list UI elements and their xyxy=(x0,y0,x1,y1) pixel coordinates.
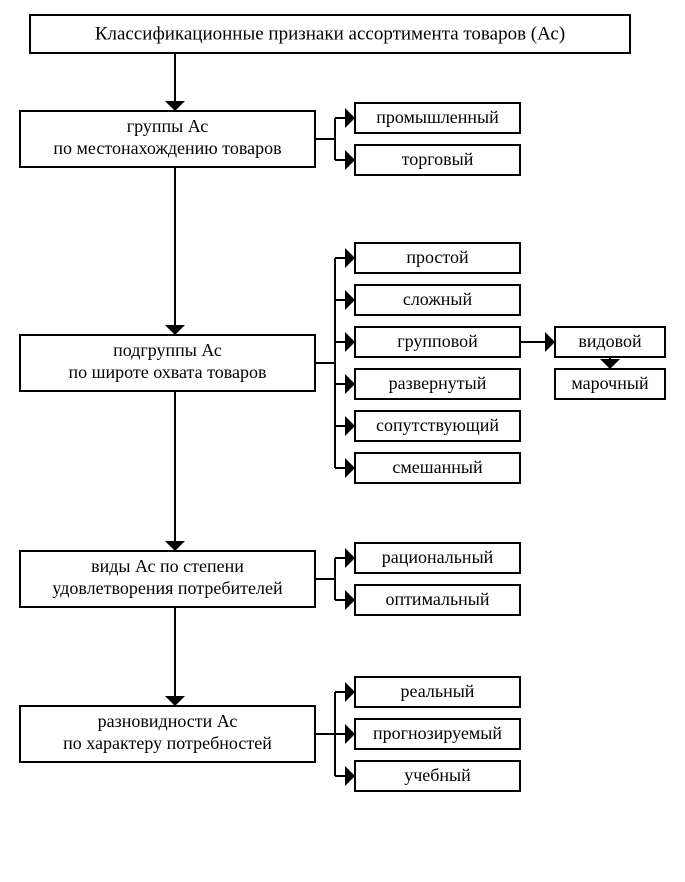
main-line2-m2: по широте охвата товаров xyxy=(68,362,266,382)
arrowhead xyxy=(165,541,185,551)
right-label-m4-1: прогнозируемый xyxy=(373,723,502,743)
arrowhead xyxy=(345,108,355,128)
arrowhead xyxy=(165,696,185,706)
main-line1-m2: подгруппы Ас xyxy=(113,340,222,360)
arrowhead xyxy=(165,325,185,335)
arrowhead xyxy=(345,332,355,352)
arrowhead xyxy=(345,290,355,310)
main-line1-m4: разновидности Ас xyxy=(98,711,238,731)
arrowhead xyxy=(165,101,185,111)
main-line1-m3: виды Ас по степени xyxy=(91,556,244,576)
right-label-m4-0: реальный xyxy=(401,681,475,701)
right-label-m1-0: промышленный xyxy=(376,107,499,127)
right-label-m2-1: сложный xyxy=(403,289,473,309)
arrowhead xyxy=(345,682,355,702)
arrowhead xyxy=(345,416,355,436)
right-label-m3-1: оптимальный xyxy=(385,589,489,609)
arrowhead xyxy=(345,150,355,170)
arrowhead xyxy=(345,458,355,478)
main-line2-m3: удовлетворения потребителей xyxy=(52,578,283,598)
arrowhead xyxy=(345,590,355,610)
right-label-m1-1: торговый xyxy=(402,149,474,169)
sub-label-m2-1: марочный xyxy=(571,373,649,393)
right-label-m4-2: учебный xyxy=(404,765,471,785)
right-label-m2-5: смешанный xyxy=(392,457,483,477)
main-line1-m1: группы Ас xyxy=(127,116,209,136)
arrowhead xyxy=(600,359,620,369)
arrowhead xyxy=(545,332,555,352)
arrowhead xyxy=(345,248,355,268)
arrowhead xyxy=(345,374,355,394)
right-label-m2-4: сопутствующий xyxy=(376,415,499,435)
right-label-m3-0: рациональный xyxy=(382,547,494,567)
right-label-m2-2: групповой xyxy=(397,331,478,351)
title-text: Классификационные признаки ассортимента … xyxy=(95,23,565,44)
arrowhead xyxy=(345,724,355,744)
arrowhead xyxy=(345,548,355,568)
right-label-m2-0: простой xyxy=(406,247,469,267)
arrowhead xyxy=(345,766,355,786)
main-line2-m4: по характеру потребностей xyxy=(63,733,272,753)
right-label-m2-3: развернутый xyxy=(389,373,487,393)
sub-label-m2-0: видовой xyxy=(578,331,642,351)
main-line2-m1: по местонахождению товаров xyxy=(53,138,281,158)
